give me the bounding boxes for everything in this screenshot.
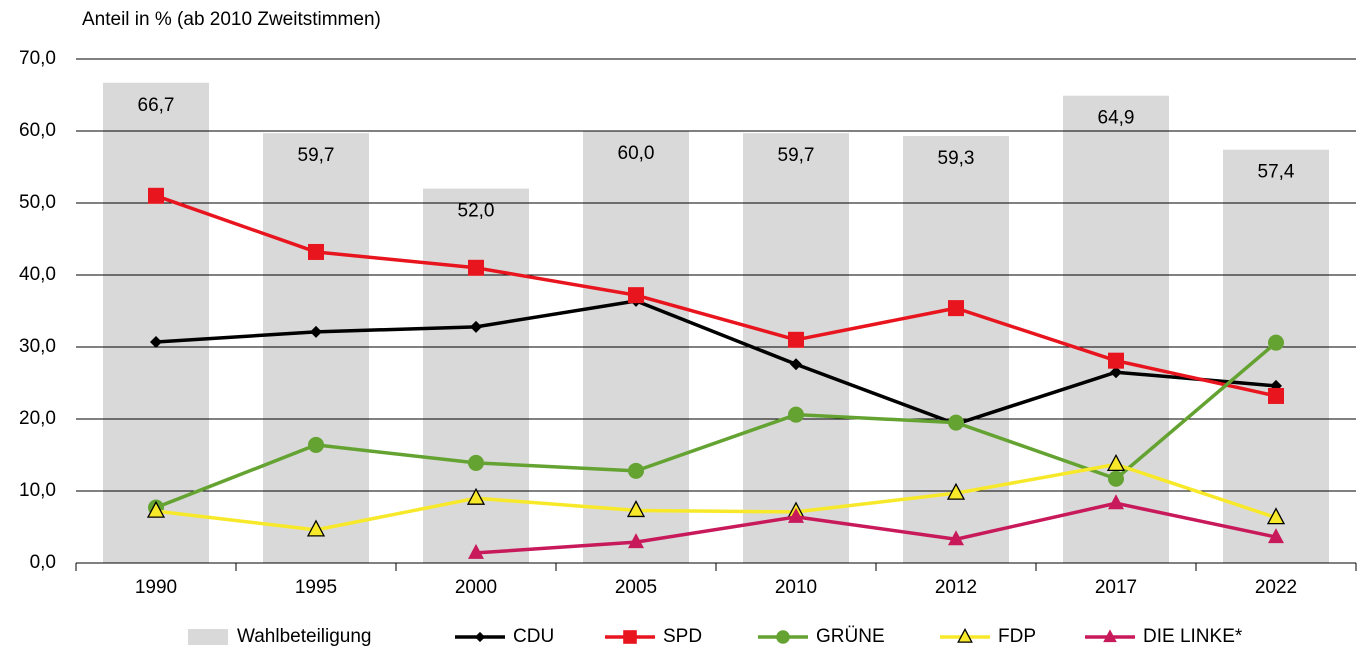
marker (310, 325, 322, 338)
marker (1268, 334, 1284, 351)
legend-marker (1103, 629, 1117, 643)
marker (1108, 352, 1124, 369)
y-axis-title: Anteil in % (ab 2010 Zweitstimmen) (82, 9, 381, 30)
series-line (148, 187, 1284, 404)
x-tick-label: 2017 (1095, 577, 1137, 598)
marker (628, 462, 644, 479)
y-tick-label: 40,0 (19, 264, 56, 285)
value-label: 52,0 (458, 201, 495, 222)
bar (1223, 149, 1329, 563)
x-tick-label: 2010 (775, 577, 817, 598)
legend-label: SPD (663, 626, 702, 647)
bar (263, 133, 369, 563)
marker (946, 482, 966, 500)
marker (150, 335, 162, 348)
legend-marker (474, 631, 486, 643)
marker (948, 414, 964, 431)
x-tick-label: 2005 (615, 577, 657, 598)
lines (146, 187, 1286, 559)
y-tick-label: 50,0 (19, 192, 56, 213)
value-label: 60,0 (618, 143, 655, 164)
marker (466, 487, 486, 505)
legend-label: GRÜNE (816, 626, 885, 647)
line (155, 462, 1277, 532)
marker (308, 436, 324, 453)
legend-marker (776, 630, 790, 644)
bar (1063, 95, 1169, 563)
value-label: 59,7 (298, 145, 335, 166)
marker (948, 300, 964, 317)
legend-label: CDU (513, 626, 554, 647)
marker (1268, 387, 1284, 404)
series-line (146, 453, 1286, 537)
value-label: 59,7 (778, 145, 815, 166)
marker (1108, 494, 1124, 510)
series-line (468, 494, 1284, 559)
line (155, 194, 1277, 398)
x-tick-label: 1990 (135, 577, 177, 598)
marker (468, 259, 484, 276)
value-label: 59,3 (938, 148, 975, 169)
value-label: 64,9 (1098, 108, 1135, 129)
y-tick-label: 60,0 (19, 120, 56, 141)
legend-marker (623, 630, 637, 644)
legend-marker (957, 627, 973, 643)
marker (308, 243, 324, 260)
marker (628, 533, 644, 549)
x-tick-label: 2012 (935, 577, 977, 598)
marker (626, 500, 646, 518)
grid (75, 58, 1357, 571)
y-tick-label: 10,0 (19, 480, 56, 501)
y-tick-label: 30,0 (19, 336, 56, 357)
marker (790, 358, 802, 371)
marker (788, 331, 804, 348)
x-tick-label: 1995 (295, 577, 337, 598)
marker (628, 287, 644, 304)
bar (103, 82, 209, 563)
marker (468, 543, 484, 559)
legend-label: DIE LINKE* (1143, 626, 1243, 647)
marker (468, 454, 484, 471)
marker (1108, 470, 1124, 487)
marker (1266, 507, 1286, 525)
marker (788, 406, 804, 423)
legend-swatch (188, 629, 228, 645)
value-label: 57,4 (1258, 162, 1295, 183)
marker (788, 507, 804, 523)
marker (470, 320, 482, 333)
legend-label: Wahlbeteiligung (237, 626, 372, 647)
marker (148, 187, 164, 204)
marker (1268, 528, 1284, 544)
marker (1106, 453, 1126, 472)
y-tick-label: 70,0 (19, 48, 56, 69)
marker (146, 500, 166, 518)
x-tick-label: 2022 (1255, 577, 1297, 598)
y-tick-label: 0,0 (30, 552, 56, 573)
line (475, 501, 1277, 555)
legend-label: FDP (998, 626, 1036, 647)
marker (1110, 366, 1122, 379)
line (155, 299, 1277, 426)
x-tick-label: 2000 (455, 577, 497, 598)
marker (948, 530, 964, 546)
value-label: 66,7 (138, 95, 175, 116)
y-tick-label: 20,0 (19, 408, 56, 429)
marker (306, 519, 326, 537)
